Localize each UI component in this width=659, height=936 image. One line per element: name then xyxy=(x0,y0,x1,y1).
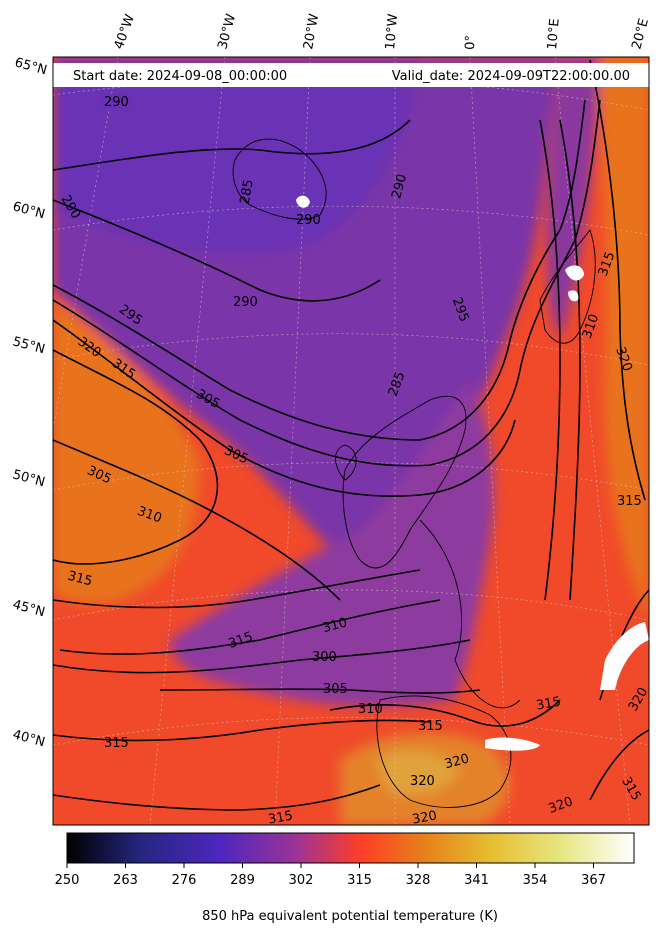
contour-label: 290 xyxy=(233,295,258,310)
colorbar-tick-label: 263 xyxy=(113,873,138,888)
contour-line xyxy=(53,784,381,811)
contour-label: 285 xyxy=(238,178,257,205)
contour-label: 290 xyxy=(389,173,410,201)
contour-label: 315 xyxy=(535,695,562,714)
longitude-labels: 40°W 30°W 20°W 10°W 0° 10°E 20°E xyxy=(112,12,652,51)
colorbar-tick-label: 276 xyxy=(172,873,197,888)
missing-data-masks xyxy=(296,195,649,751)
latitude-labels: 65°N 60°N 55°N 50°N 45°N 40°N xyxy=(11,55,49,750)
colorbar-tick-label: 302 xyxy=(289,873,314,888)
colorbar: 250 263 276 289 302 315 328 341 354 367 850 hPa e… xyxy=(55,832,635,924)
contour-line xyxy=(53,99,586,441)
contour-label: 320 xyxy=(410,774,435,789)
contour-line xyxy=(53,119,411,171)
cool-tongue xyxy=(170,380,494,707)
contour-label: 310 xyxy=(321,615,349,636)
colorbar-ticks: 250 263 276 289 302 315 328 341 354 367 xyxy=(55,863,606,888)
colorbar-tick-label: 289 xyxy=(230,873,255,888)
lat-label: 40°N xyxy=(11,727,47,750)
colorbar-tick-label: 328 xyxy=(406,873,431,888)
contour-label: 315 xyxy=(617,494,642,509)
warmest-patch xyxy=(375,750,460,795)
lat-label: 50°N xyxy=(11,467,47,490)
warm-sector-west xyxy=(53,300,200,605)
iceland-coast xyxy=(232,138,327,220)
ireland-coast xyxy=(335,444,357,481)
colorbar-tick-label: 315 xyxy=(347,873,372,888)
map-frame xyxy=(52,56,650,826)
contour-line xyxy=(539,119,561,601)
lon-label: 20°E xyxy=(629,17,652,51)
start-date: Start date: 2024-09-08_00:00:00 xyxy=(73,69,287,84)
contour-label: 305 xyxy=(323,682,348,697)
lon-label: 10°E xyxy=(545,18,563,50)
lon-label: 20°W xyxy=(301,13,322,51)
colorbar-tick-label: 367 xyxy=(581,873,606,888)
contour-label: 290 xyxy=(104,95,129,110)
lat-label: 45°N xyxy=(11,597,47,620)
contour-line xyxy=(59,599,441,655)
header-bar xyxy=(53,63,649,87)
lon-label: 10°W xyxy=(383,13,401,50)
contour-label: 320 xyxy=(443,751,471,772)
colorbar-tick-label: 354 xyxy=(523,873,548,888)
norway-coast xyxy=(539,229,596,344)
lon-label: 0° xyxy=(463,35,479,50)
contour-line xyxy=(53,639,471,674)
contour-line xyxy=(53,319,516,497)
coldest-core xyxy=(53,57,420,255)
theta-e-field: 290 290 290 290 290 285 295 295 285 320 … xyxy=(53,57,649,828)
britain-coast xyxy=(342,395,467,569)
colorbar-tick-label: 250 xyxy=(55,873,80,888)
contour-line xyxy=(53,199,381,302)
contour-label: 290 xyxy=(296,213,321,228)
contour-label: 315 xyxy=(267,809,294,828)
lon-label: 30°W xyxy=(215,12,239,51)
contour-line xyxy=(53,719,431,742)
contour-label: 315 xyxy=(104,736,129,751)
contour-line xyxy=(589,729,649,801)
contour-line xyxy=(589,59,646,501)
france-coast xyxy=(419,519,521,709)
contour-label: 320 xyxy=(411,809,438,828)
contour-label: 300 xyxy=(312,650,337,665)
contour-line xyxy=(559,119,581,601)
contour-line xyxy=(329,699,561,727)
colorbar-tick-label: 341 xyxy=(464,873,489,888)
contour-label: 315 xyxy=(66,569,94,590)
valid-date: Valid_date: 2024-09-09T22:00:00.00 xyxy=(392,69,630,84)
lon-label: 40°W xyxy=(112,12,138,51)
colorbar-gradient xyxy=(66,832,635,864)
contour-line xyxy=(53,569,421,609)
contours xyxy=(53,59,649,811)
lat-label: 60°N xyxy=(11,199,47,222)
lat-label: 65°N xyxy=(13,55,49,78)
colorbar-label: 850 hPa equivalent potential temperature… xyxy=(202,909,498,924)
contour-line xyxy=(159,688,481,694)
contour-label: 310 xyxy=(358,702,383,717)
contour-line xyxy=(53,439,341,601)
contour-label: 315 xyxy=(418,719,443,734)
lat-label: 55°N xyxy=(11,334,47,357)
iberia-coast xyxy=(376,695,512,808)
coastlines xyxy=(232,138,596,808)
contour-line xyxy=(53,349,219,565)
